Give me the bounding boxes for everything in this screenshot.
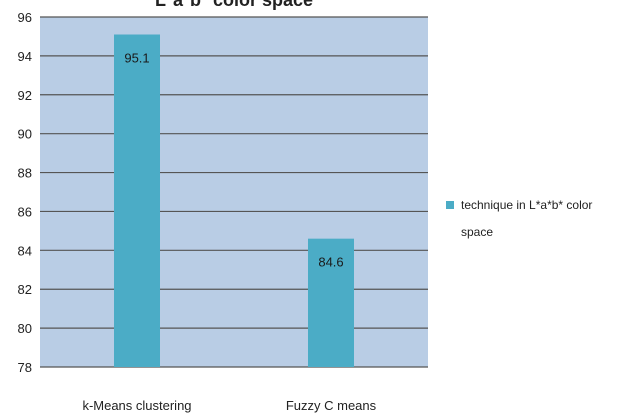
data-label: 84.6 — [318, 255, 343, 270]
bars — [114, 34, 354, 367]
x-category-label: k-Means clustering — [82, 398, 191, 413]
y-tick-label: 78 — [18, 360, 32, 375]
y-tick-label: 90 — [18, 127, 32, 142]
gridlines — [40, 16, 428, 368]
y-axis-ticks: 78 80 82 84 86 88 90 92 94 96 — [18, 10, 32, 375]
y-tick-label: 80 — [18, 321, 32, 336]
chart-title: L*a*b* color space — [155, 0, 313, 10]
data-label: 95.1 — [124, 51, 149, 66]
x-category-label: Fuzzy C means — [286, 398, 377, 413]
data-labels: 95.1 84.6 — [124, 51, 343, 270]
y-tick-label: 88 — [18, 166, 32, 181]
y-tick-label: 96 — [18, 10, 32, 25]
legend: technique in L*a*b* color space — [446, 198, 592, 239]
legend-swatch — [446, 201, 454, 209]
y-tick-label: 92 — [18, 88, 32, 103]
bar — [308, 238, 354, 367]
y-tick-label: 94 — [18, 49, 32, 64]
y-tick-label: 86 — [18, 204, 32, 219]
y-tick-label: 82 — [18, 282, 32, 297]
x-axis-categories: k-Means clustering Fuzzy C means — [82, 398, 376, 413]
y-tick-label: 84 — [18, 243, 32, 258]
legend-label: technique in L*a*b* color — [461, 198, 592, 212]
plot-area — [40, 17, 428, 367]
legend-label-cont: space — [461, 225, 493, 239]
bar — [114, 34, 160, 367]
